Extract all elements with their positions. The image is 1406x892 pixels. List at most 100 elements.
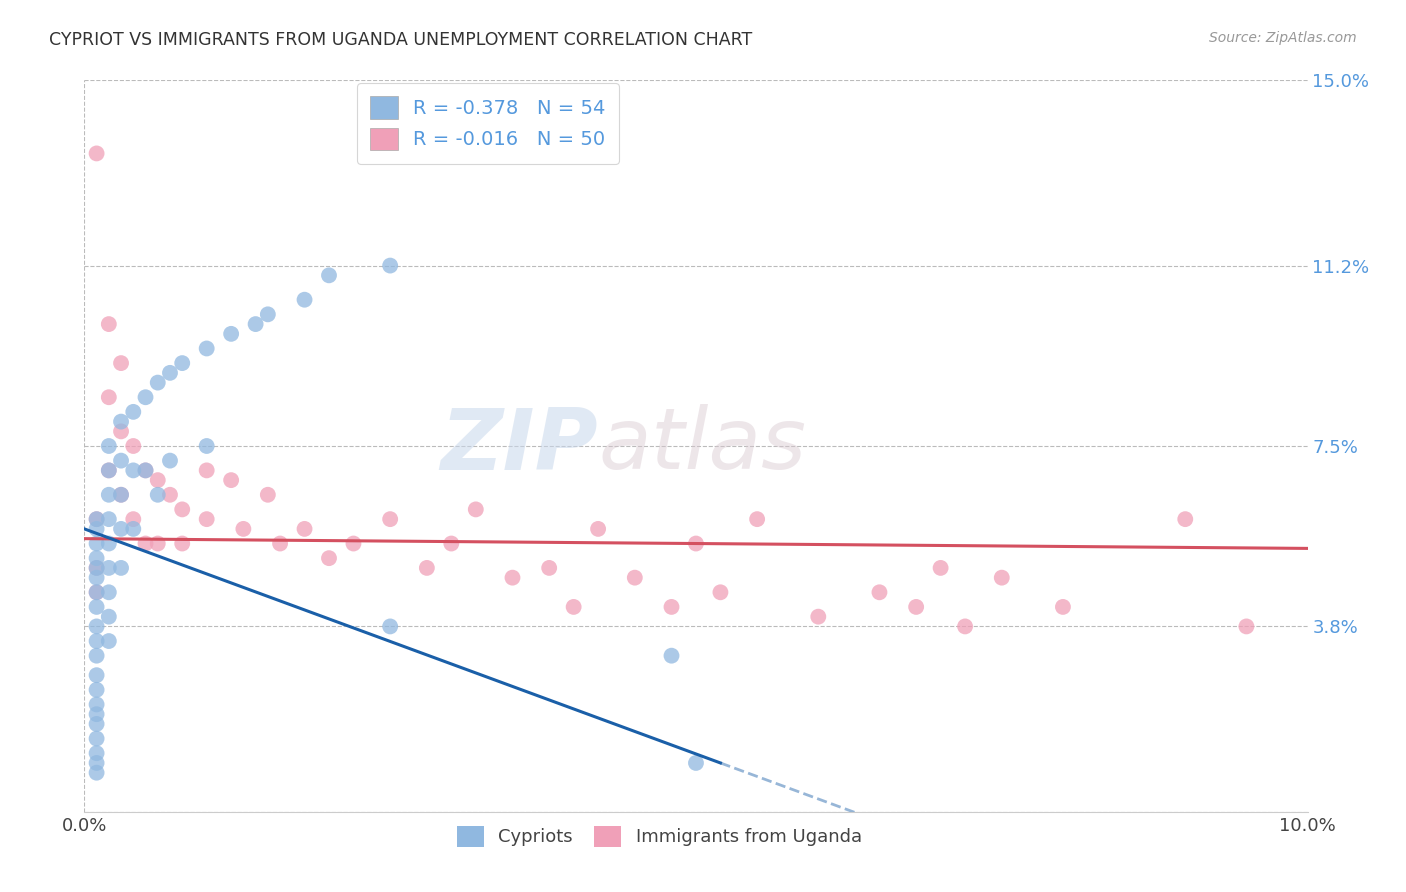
Point (172, 502, 194, 516)
Point (122, 522, 145, 536)
Point (97, 634, 120, 648)
Point (416, 561, 439, 575)
Point (195, 439, 218, 453)
Point (97, 463, 120, 477)
Point (269, 536, 291, 550)
Point (110, 561, 132, 575)
Point (294, 522, 316, 536)
Point (991, 571, 1014, 585)
Point (318, 268, 340, 283)
Point (146, 376, 169, 390)
Point (110, 356, 132, 370)
Point (159, 366, 181, 380)
Point (110, 415, 132, 429)
Point (245, 317, 267, 331)
Point (97, 317, 120, 331)
Point (86, 561, 108, 575)
Point (110, 522, 132, 536)
Point (86, 731, 108, 746)
Point (122, 405, 145, 419)
Point (122, 512, 145, 526)
Point (97, 439, 120, 453)
Point (146, 536, 169, 550)
Point (159, 488, 181, 502)
Point (86, 571, 108, 585)
Point (122, 439, 145, 453)
Point (86, 599, 108, 614)
Point (747, 512, 769, 526)
Point (97, 561, 120, 575)
Point (97, 463, 120, 477)
Point (110, 488, 132, 502)
Point (86, 522, 108, 536)
Point (502, 571, 524, 585)
Point (86, 512, 108, 526)
Text: atlas: atlas (598, 404, 806, 488)
Point (232, 522, 254, 536)
Point (110, 488, 132, 502)
Point (86, 585, 108, 599)
Point (97, 390, 120, 404)
Point (195, 463, 218, 477)
Legend: Cypriots, Immigrants from Uganda: Cypriots, Immigrants from Uganda (450, 819, 869, 854)
Point (380, 619, 402, 633)
Point (135, 463, 157, 477)
Point (86, 707, 108, 722)
Point (905, 599, 928, 614)
Text: Source: ZipAtlas.com: Source: ZipAtlas.com (1209, 31, 1357, 45)
Point (97, 488, 120, 502)
Point (195, 342, 218, 356)
Point (86, 561, 108, 575)
Point (97, 512, 120, 526)
Point (624, 571, 647, 585)
Point (219, 473, 242, 487)
Point (1236, 619, 1258, 633)
Point (661, 599, 683, 614)
Point (86, 756, 108, 770)
Point (586, 522, 609, 536)
Point (219, 326, 242, 341)
Point (86, 551, 108, 566)
Point (342, 536, 364, 550)
Point (110, 453, 132, 467)
Point (953, 619, 976, 633)
Point (380, 512, 402, 526)
Point (1174, 512, 1197, 526)
Point (110, 425, 132, 439)
Point (86, 146, 108, 161)
Point (661, 648, 683, 663)
Point (159, 453, 181, 467)
Point (86, 682, 108, 697)
Point (135, 463, 157, 477)
Point (86, 765, 108, 780)
Point (86, 668, 108, 682)
Point (97, 536, 120, 550)
Point (440, 536, 463, 550)
Point (685, 756, 707, 770)
Point (869, 585, 891, 599)
Point (562, 599, 585, 614)
Point (86, 536, 108, 550)
Point (318, 551, 340, 566)
Point (86, 698, 108, 712)
Point (97, 585, 120, 599)
Point (86, 585, 108, 599)
Point (195, 512, 218, 526)
Point (86, 717, 108, 731)
Point (538, 561, 561, 575)
Point (86, 619, 108, 633)
Point (257, 307, 280, 321)
Point (464, 502, 486, 516)
Text: CYPRIOT VS IMMIGRANTS FROM UGANDA UNEMPLOYMENT CORRELATION CHART: CYPRIOT VS IMMIGRANTS FROM UGANDA UNEMPL… (49, 31, 752, 49)
Point (709, 585, 731, 599)
Point (97, 609, 120, 624)
Point (86, 634, 108, 648)
Point (146, 488, 169, 502)
Point (86, 648, 108, 663)
Point (172, 356, 194, 370)
Point (172, 536, 194, 550)
Point (257, 488, 280, 502)
Point (86, 512, 108, 526)
Point (685, 536, 707, 550)
Point (807, 609, 830, 624)
